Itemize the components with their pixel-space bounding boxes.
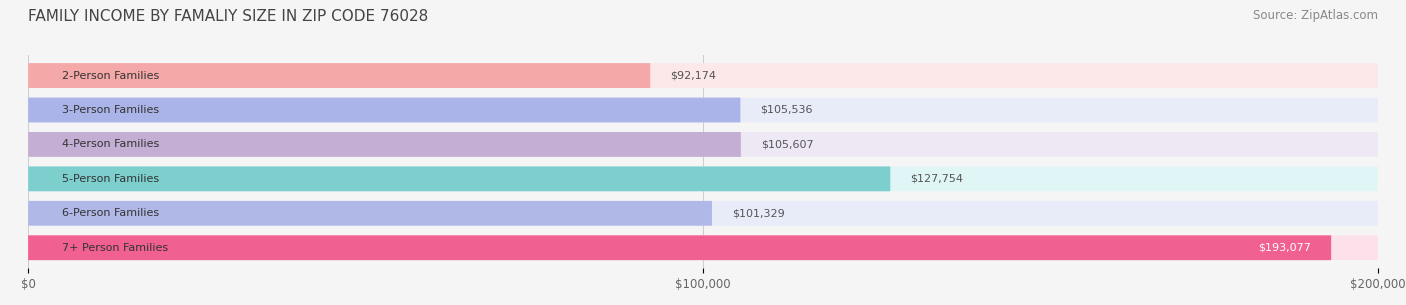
FancyBboxPatch shape (28, 235, 1378, 260)
Text: Source: ZipAtlas.com: Source: ZipAtlas.com (1253, 9, 1378, 22)
Text: 5-Person Families: 5-Person Families (62, 174, 159, 184)
Text: 6-Person Families: 6-Person Families (62, 208, 159, 218)
Text: 4-Person Families: 4-Person Families (62, 139, 159, 149)
FancyBboxPatch shape (28, 201, 1378, 226)
Text: $127,754: $127,754 (911, 174, 963, 184)
Text: 3-Person Families: 3-Person Families (62, 105, 159, 115)
FancyBboxPatch shape (28, 63, 650, 88)
FancyBboxPatch shape (28, 235, 1331, 260)
FancyBboxPatch shape (28, 167, 890, 191)
FancyBboxPatch shape (28, 132, 1378, 157)
FancyBboxPatch shape (28, 63, 1378, 88)
FancyBboxPatch shape (28, 132, 741, 157)
Text: FAMILY INCOME BY FAMALIY SIZE IN ZIP CODE 76028: FAMILY INCOME BY FAMALIY SIZE IN ZIP COD… (28, 9, 429, 24)
Text: $193,077: $193,077 (1258, 243, 1310, 253)
Text: 7+ Person Families: 7+ Person Families (62, 243, 167, 253)
FancyBboxPatch shape (28, 167, 1378, 191)
Text: $92,174: $92,174 (671, 70, 717, 81)
Text: 2-Person Families: 2-Person Families (62, 70, 159, 81)
FancyBboxPatch shape (28, 201, 711, 226)
FancyBboxPatch shape (28, 98, 741, 122)
Text: $101,329: $101,329 (733, 208, 785, 218)
FancyBboxPatch shape (28, 98, 1378, 122)
Text: $105,536: $105,536 (761, 105, 813, 115)
Text: $105,607: $105,607 (761, 139, 814, 149)
